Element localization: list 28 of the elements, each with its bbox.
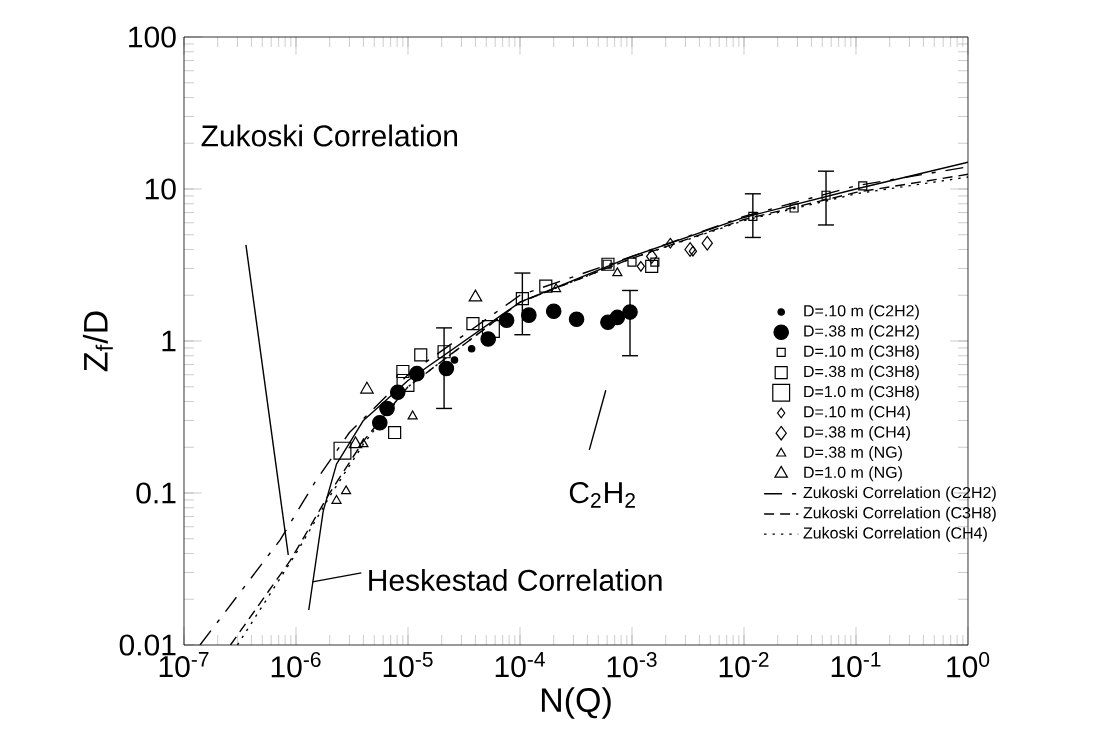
x-tick-label: 10$^{-2}$ [719,652,769,678]
legend-label: D=.38 m (C2H2) [804,324,919,340]
legend-label: Zukoski Correlation (C3H8) [803,506,996,522]
legend-label: D=1.0 m (NG) [804,466,902,482]
legend-label: D=1.0 m (C3H8) [804,385,919,401]
y-tick-label: 1 [162,330,176,352]
y-axis-title: Z$_{f}$/D [82,311,113,372]
x-tick-label: 10$^{-5}$ [383,652,433,678]
legend-label: D=.10 m (C3H8) [804,345,919,361]
y-tick-label: 100 [129,26,176,48]
annotation: Heskestad Correlation [369,568,662,591]
y-tick-label: 10 [145,178,176,200]
legend-label: D=.10 m (CH4) [804,405,910,421]
annotation: C$_{2}$H$_{2}$ [569,481,635,508]
legend-label: D=.10 m (C2H2) [804,304,919,320]
legend-label: D=.38 m (C3H8) [804,365,919,381]
legend-label: D=.38 m (CH4) [804,425,910,441]
x-tick-label: 10$^{-6}$ [271,652,321,678]
y-tick-label: 0.1 [136,482,176,504]
x-tick-label: 10$^{-3}$ [607,652,657,678]
x-axis-title: N(Q) [541,687,611,719]
x-tick-label: 10$^{0}$ [947,652,990,678]
legend-label: Zukoski Correlation (CH4) [803,526,987,542]
x-tick-label: 10$^{-1}$ [831,652,881,678]
legend-label: Zukoski Correlation (C2H2) [803,486,996,502]
legend-label: D=.38 m (NG) [804,446,902,461]
annotation: Zukoski Correlation [201,124,458,147]
x-tick-label: 10$^{-4}$ [495,652,545,678]
